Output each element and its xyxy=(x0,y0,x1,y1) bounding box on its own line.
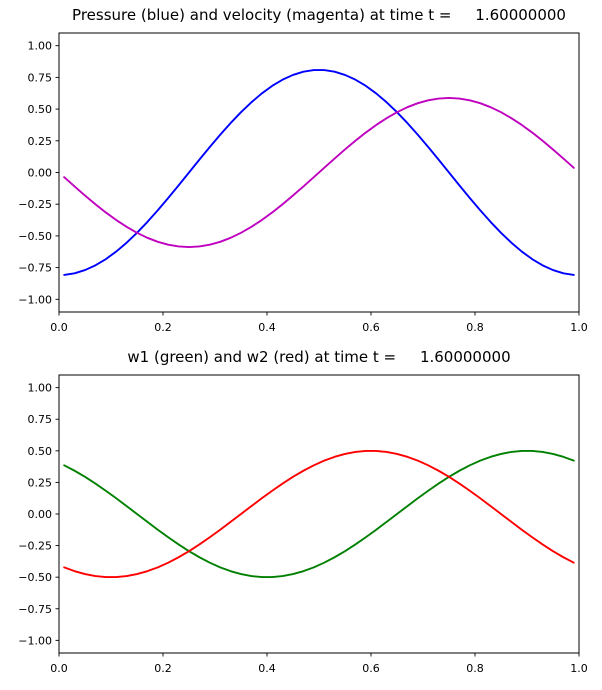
y-tick-label: 0.75 xyxy=(28,413,53,426)
x-tick-label: 0.0 xyxy=(50,662,68,675)
top-plot-title: Pressure (blue) and velocity (magenta) a… xyxy=(72,6,566,24)
y-tick-label: −1.00 xyxy=(18,293,52,306)
x-tick-label: 0.0 xyxy=(50,321,68,334)
w2-line xyxy=(63,449,575,579)
bottom-plot-title: w1 (green) and w2 (red) at time t = 1.60… xyxy=(127,348,511,366)
x-tick-label: 0.6 xyxy=(362,321,380,334)
x-tick-label: 1.0 xyxy=(570,321,588,334)
x-tick-label: 0.4 xyxy=(258,321,276,334)
axes-w1-w2: 0.0 0.2 0.4 0.6 0.8 1.0 1.00 0.75 0.50 0.25 0.00 −0… xyxy=(18,374,588,675)
x-tick-label: 1.0 xyxy=(570,662,588,675)
y-tick-label: 0.25 xyxy=(28,476,53,489)
x-tick-label: 0.4 xyxy=(258,662,276,675)
y-tick-label: −0.75 xyxy=(18,603,52,616)
y-tick-label: −0.50 xyxy=(18,571,52,584)
y-tick-label: 0.00 xyxy=(28,508,53,521)
axes-pressure-velocity: 0.0 0.2 0.4 0.6 0.8 1.0 1.00 0.75 0.50 0.25 0.00 −0… xyxy=(18,32,588,334)
y-tick-label: −0.75 xyxy=(18,262,52,275)
y-tick-label: 0.00 xyxy=(28,167,53,180)
x-tick-label: 0.6 xyxy=(362,662,380,675)
x-tick-label: 0.2 xyxy=(154,321,172,334)
y-tick-label: 1.00 xyxy=(28,382,53,395)
y-tick-label: 1.00 xyxy=(28,40,53,53)
pressure-line xyxy=(63,69,575,276)
y-tick-label: 0.75 xyxy=(28,71,53,84)
y-tick-label: −0.25 xyxy=(18,198,52,211)
x-tick-label: 0.8 xyxy=(466,662,484,675)
y-tick-label: 0.50 xyxy=(28,445,53,458)
y-tick-label: −0.50 xyxy=(18,230,52,243)
y-tick-label: −1.00 xyxy=(18,634,52,647)
w1-line xyxy=(63,449,575,579)
y-tick-label: −0.25 xyxy=(18,540,52,553)
velocity-line xyxy=(63,97,575,248)
y-tick-label: 0.25 xyxy=(28,135,53,148)
x-tick-label: 0.2 xyxy=(154,662,172,675)
x-tick-label: 0.8 xyxy=(466,321,484,334)
y-tick-label: 0.50 xyxy=(28,103,53,116)
